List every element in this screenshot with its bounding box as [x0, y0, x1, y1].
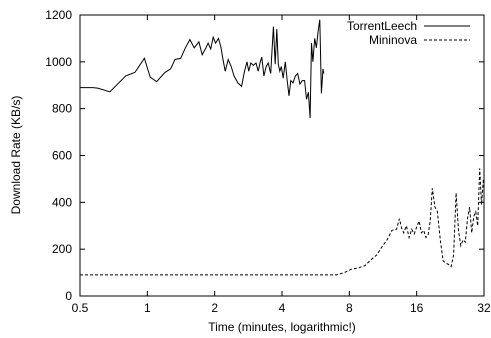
- x-axis-label: Time (minutes, logarithmic!): [208, 320, 356, 334]
- x-tick-label: 32: [477, 301, 491, 315]
- legend-label-mininova: Mininova: [369, 33, 417, 47]
- y-tick-label: 1000: [45, 55, 72, 69]
- series-line-torrentleech: [80, 19, 325, 119]
- legend-label-torrentleech: TorrentLeech: [347, 19, 417, 33]
- x-tick-label: 0.5: [72, 301, 89, 315]
- y-tick-label: 600: [52, 149, 72, 163]
- plot-frame: [79, 14, 485, 297]
- series-line-mininova: [80, 168, 485, 276]
- y-tick-label: 200: [52, 242, 72, 256]
- y-tick-label: 400: [52, 195, 72, 209]
- y-tick-label: 1200: [45, 8, 72, 22]
- y-axis-ticks: 0 200 400 600 800 1000 1200: [45, 8, 484, 303]
- y-axis-label: Download Rate (KB/s): [9, 96, 23, 215]
- x-tick-label: 2: [211, 301, 218, 315]
- x-tick-label: 16: [410, 301, 424, 315]
- x-tick-label: 1: [144, 301, 151, 315]
- series-layer: [80, 19, 485, 276]
- y-tick-label: 0: [65, 289, 72, 303]
- x-axis-ticks: 0.5 1 2 4 8 16 32: [72, 15, 491, 315]
- y-tick-label: 800: [52, 102, 72, 116]
- x-tick-label: 4: [279, 301, 286, 315]
- x-tick-label: 8: [346, 301, 353, 315]
